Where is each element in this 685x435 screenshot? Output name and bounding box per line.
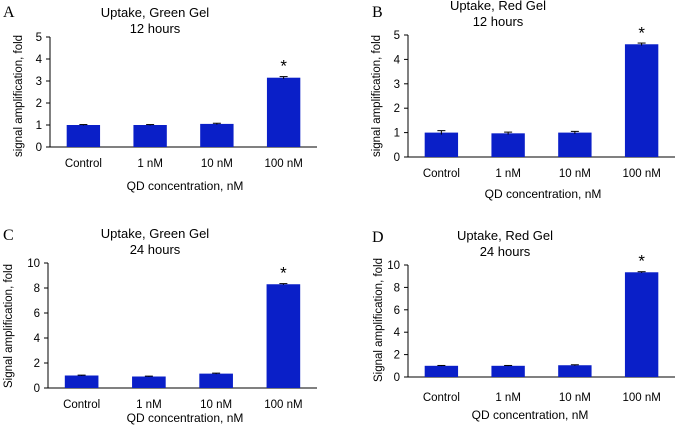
chart-title-line-2: 24 hours bbox=[130, 242, 181, 257]
y-axis-label: signal amplification, fold bbox=[371, 35, 383, 157]
bar bbox=[424, 365, 459, 377]
panel-letter: B bbox=[372, 4, 383, 21]
bar bbox=[199, 373, 233, 388]
x-tick-label: 100 nM bbox=[264, 399, 302, 411]
x-tick-label: 100 nM bbox=[622, 392, 660, 404]
bar bbox=[491, 133, 525, 157]
x-tick-label: 10 nM bbox=[201, 158, 233, 170]
panel-letter: A bbox=[3, 4, 15, 21]
panel-d: D Uptake, Red Gel 24 hours Signal amplif… bbox=[372, 228, 675, 422]
y-tick-label: 8 bbox=[394, 282, 400, 294]
x-tick-label: Control bbox=[65, 158, 102, 170]
bar bbox=[66, 125, 101, 147]
bar bbox=[200, 123, 234, 147]
y-tick-label: 3 bbox=[36, 76, 42, 88]
chart-title-line-1: Uptake, Red Gel bbox=[457, 228, 553, 243]
bar bbox=[624, 44, 659, 157]
y-tick-label: 4 bbox=[36, 54, 43, 66]
bar bbox=[558, 132, 592, 157]
y-tick-label: 2 bbox=[394, 103, 400, 115]
y-tick-label: 5 bbox=[36, 32, 42, 44]
x-tick-label: 100 nM bbox=[622, 168, 660, 180]
panel-b: B Uptake, Red Gel 12 hours signal amplif… bbox=[371, 0, 675, 201]
y-tick-label: 4 bbox=[394, 54, 401, 66]
plot-area: 0 1 2 3 4 5 Control 1 nM 10 nM 100 nM * bbox=[394, 23, 675, 180]
panel-letter: C bbox=[3, 227, 14, 244]
bar bbox=[133, 125, 167, 147]
chart-title-line-1: Uptake, Green Gel bbox=[101, 226, 209, 241]
chart-title-line-1: Uptake, Red Gel bbox=[450, 0, 546, 13]
significance-marker: * bbox=[638, 23, 645, 42]
x-tick-label: 10 nM bbox=[200, 399, 232, 411]
y-tick-label: 2 bbox=[34, 358, 40, 370]
x-axis-label: QD concentration, nM bbox=[485, 187, 602, 201]
chart-title-line-2: 12 hours bbox=[130, 21, 181, 36]
y-axis-label: Signal amplification, fold bbox=[373, 258, 385, 382]
y-tick-label: 4 bbox=[34, 333, 41, 345]
significance-marker: * bbox=[280, 263, 287, 282]
y-tick-label: 0 bbox=[36, 142, 42, 154]
bar bbox=[491, 365, 525, 377]
x-axis-label: QD concentration, nM bbox=[127, 179, 244, 193]
y-tick-label: 10 bbox=[387, 260, 400, 272]
y-tick-label: 1 bbox=[394, 128, 400, 140]
plot-area: 0 1 2 3 4 5 Control 1 nM 10 nM 100 nM * bbox=[36, 32, 317, 170]
y-tick-label: 2 bbox=[36, 98, 42, 110]
x-tick-label: 10 nM bbox=[559, 392, 591, 404]
bar bbox=[424, 132, 459, 157]
y-tick-label: 3 bbox=[394, 79, 400, 91]
bar bbox=[266, 77, 301, 147]
bar bbox=[64, 375, 99, 388]
x-axis-label: QD concentration, nM bbox=[472, 408, 589, 422]
significance-marker: * bbox=[280, 57, 287, 76]
significance-marker: * bbox=[638, 251, 645, 270]
x-tick-label: Control bbox=[423, 392, 460, 404]
y-tick-label: 5 bbox=[394, 30, 400, 42]
plot-area: 0 2 4 6 8 10 Control 1 nM 10 nM 100 nM * bbox=[387, 251, 675, 404]
y-tick-label: 0 bbox=[394, 152, 400, 164]
bar bbox=[132, 376, 166, 388]
panel-letter: D bbox=[372, 229, 384, 246]
chart-title-line-1: Uptake, Green Gel bbox=[101, 5, 209, 20]
y-tick-label: 6 bbox=[34, 308, 40, 320]
y-tick-label: 8 bbox=[34, 283, 40, 295]
y-tick-label: 4 bbox=[394, 327, 401, 339]
panel-a: A Uptake, Green Gel 12 hours signal ampl… bbox=[3, 4, 317, 193]
y-tick-label: 1 bbox=[36, 120, 42, 132]
x-tick-label: 10 nM bbox=[559, 168, 591, 180]
x-tick-label: Control bbox=[63, 399, 100, 411]
plot-area: 0 2 4 6 8 10 Control 1 nM 10 nM 100 nM * bbox=[27, 258, 317, 411]
x-tick-label: Control bbox=[423, 168, 460, 180]
chart-title-line-2: 24 hours bbox=[480, 244, 531, 259]
y-tick-label: 6 bbox=[394, 305, 400, 317]
x-tick-label: 1 nM bbox=[136, 399, 162, 411]
y-tick-label: 2 bbox=[394, 350, 400, 362]
bar bbox=[624, 272, 659, 377]
bar bbox=[266, 284, 301, 388]
x-axis-label: QD concentration, nM bbox=[127, 411, 244, 425]
panel-c: C Uptake, Green Gel 24 hours Signal ampl… bbox=[3, 226, 317, 425]
y-tick-label: 0 bbox=[394, 372, 400, 384]
chart-title-line-2: 12 hours bbox=[473, 14, 524, 29]
x-tick-label: 1 nM bbox=[495, 392, 521, 404]
bar bbox=[558, 365, 592, 377]
x-tick-label: 1 nM bbox=[495, 168, 521, 180]
x-tick-label: 100 nM bbox=[264, 158, 302, 170]
y-axis-label: signal amplification, fold bbox=[13, 35, 25, 157]
y-tick-label: 0 bbox=[34, 383, 40, 395]
y-axis-label: Signal amplification, fold bbox=[3, 264, 15, 388]
y-tick-label: 10 bbox=[27, 258, 40, 270]
x-tick-label: 1 nM bbox=[137, 158, 163, 170]
